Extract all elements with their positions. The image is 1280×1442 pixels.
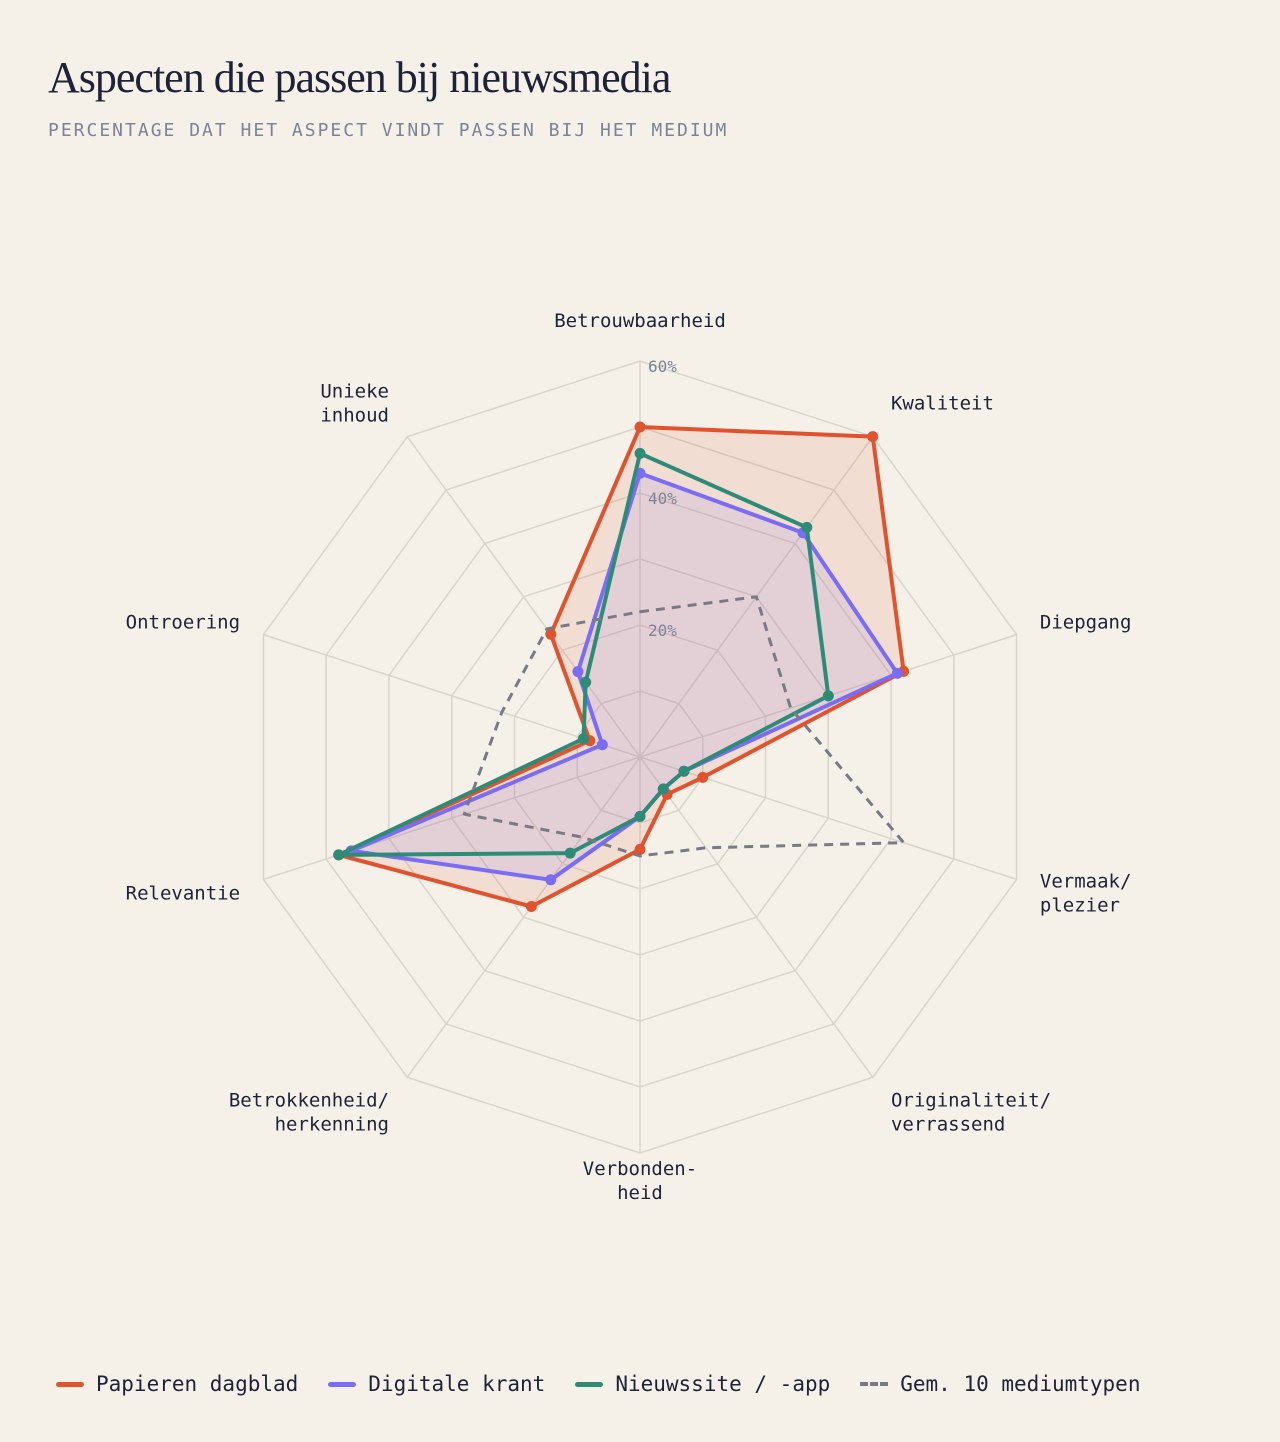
radar-axis-labels: Betrouwbaarheid Kwaliteit Diepgang Vermaak/… (126, 310, 1132, 1204)
axis-label-vermaak-plezier: Vermaak/plezier (1040, 870, 1132, 916)
data-point (580, 676, 592, 688)
radar-series (333, 421, 910, 913)
series-line (462, 595, 906, 858)
legend-item-nieuwssite-app: Nieuwssite / -app (575, 1372, 830, 1396)
legend-item-gem-10-mediumtypen: Gem. 10 mediumtypen (860, 1372, 1140, 1396)
data-point (822, 690, 834, 702)
data-point (891, 667, 903, 679)
data-point (634, 810, 646, 822)
axis-label-betrouwbaarheid: Betrouwbaarheid (554, 310, 726, 332)
axis-label-diepgang: Diepgang (1040, 612, 1132, 634)
legend-label: Papieren dagblad (96, 1372, 299, 1396)
tick-label: 20% (648, 621, 677, 640)
legend-label: Digitale krant (368, 1372, 546, 1396)
tick-label: 60% (648, 357, 677, 376)
grid-spoke (263, 756, 641, 881)
axis-label-betrokkenheid-herkenning: Betrokkenheid/herkenning (229, 1089, 389, 1135)
legend-item-papieren-dagblad: Papieren dagblad (56, 1372, 298, 1396)
data-point (545, 874, 557, 886)
chart-subtitle: PERCENTAGE DAT HET ASPECT VINDT PASSEN B… (48, 120, 729, 141)
axis-label-originaliteit-verrassend: Originaliteit/verrassend (891, 1089, 1051, 1135)
legend-swatch (860, 1382, 889, 1386)
data-point (697, 771, 709, 783)
data-point (634, 843, 646, 855)
legend-swatch (575, 1381, 604, 1387)
legend-item-digitale-krant: Digitale krant (328, 1372, 545, 1396)
data-point (678, 765, 690, 777)
radar-chart: 20% 40% 60% Betrouwbaarheid Kwaliteit Diepga… (126, 310, 1132, 1204)
legend-swatch (328, 1381, 357, 1387)
series-papieren-dagblad (333, 421, 910, 913)
grid-spoke (406, 756, 641, 1078)
data-point (578, 733, 590, 745)
legend-swatch (56, 1381, 84, 1387)
legend-label: Nieuwssite / -app (615, 1372, 831, 1396)
series-nieuwssite-app (333, 447, 834, 861)
chart-title: Aspecten die passen bij nieuwsmedia (48, 53, 671, 102)
legend-label: Gem. 10 mediumtypen (900, 1372, 1141, 1396)
data-point (525, 901, 537, 913)
data-point (634, 447, 646, 459)
data-point (596, 739, 608, 751)
data-point (572, 666, 584, 678)
axis-label-verbonden-heid: Verbonden-heid (583, 1158, 697, 1204)
axis-label-unieke-inhoud: Unieke inhoud (320, 381, 389, 427)
radar-ticks: 20% 40% 60% (648, 357, 677, 640)
chart-legend: Papieren dagblad Digitale krant Nieuwssite… (56, 1372, 1140, 1396)
data-point (867, 431, 879, 443)
data-point (333, 849, 345, 861)
data-point (545, 628, 557, 640)
data-point (801, 521, 813, 533)
data-point (564, 847, 576, 859)
data-point (634, 421, 646, 433)
grid-spoke (406, 436, 641, 758)
axis-label-kwaliteit: Kwaliteit (891, 393, 994, 415)
tick-label: 40% (648, 489, 677, 508)
axis-label-ontroering: Ontroering (126, 612, 240, 634)
grid-spoke (639, 756, 874, 1078)
grid-spoke (263, 633, 641, 758)
axis-label-relevantie: Relevantie (126, 882, 240, 904)
series-gem-10-mediumtypen (462, 595, 906, 858)
data-point (657, 783, 669, 795)
